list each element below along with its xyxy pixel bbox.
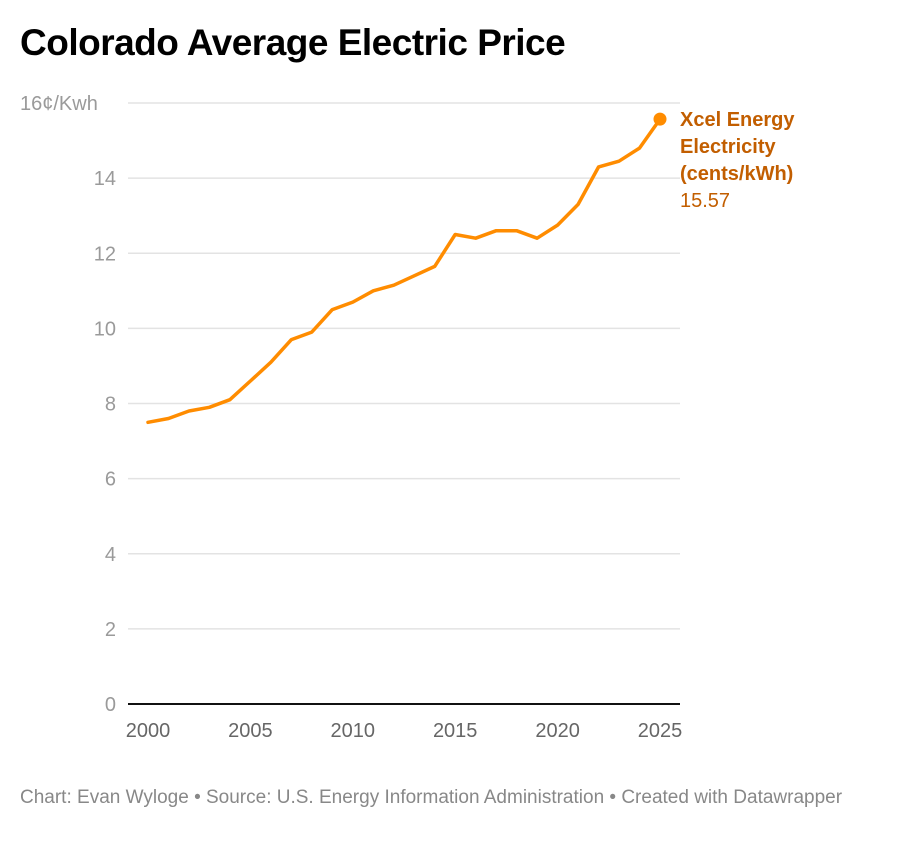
y-tick-label: 12 (94, 243, 116, 265)
y-tick-label-bg (18, 91, 126, 115)
y-tick-label: 0 (105, 694, 116, 716)
series-name-line-1: Xcel Energy (680, 109, 795, 131)
series-name-line-2: Electricity (680, 136, 776, 158)
x-tick-label: 2005 (228, 720, 273, 742)
y-tick-label: 6 (105, 469, 116, 491)
series-end-value: 15.57 (680, 190, 731, 212)
y-tick-label: 8 (105, 394, 116, 416)
y-tick-label: 4 (105, 544, 116, 566)
x-tick-label: 2020 (535, 720, 580, 742)
y-axis-ticks: 0 2 4 6 8 10 12 14 16¢/Kwh (18, 91, 126, 716)
chart-footer-credits: Chart: Evan Wyloge • Source: U.S. Energy… (20, 787, 843, 808)
y-tick-label: 16¢/Kwh (20, 93, 98, 115)
series-line-xcel (146, 117, 662, 425)
x-tick-label: 2015 (433, 720, 478, 742)
chart-title: Colorado Average Electric Price (20, 22, 566, 63)
x-axis-ticks: 2000 2005 2010 2015 2020 2025 (126, 720, 683, 742)
series-direct-label: Xcel Energy Electricity (cents/kWh) 15.5… (680, 107, 795, 215)
series-end-point (653, 112, 667, 126)
x-tick-label: 2010 (331, 720, 376, 742)
series-name-line-3: (cents/kWh) (680, 163, 794, 185)
y-tick-label: 14 (94, 168, 116, 190)
x-tick-label: 2000 (126, 720, 171, 742)
x-tick-label: 2025 (638, 720, 683, 742)
y-tick-label: 2 (105, 619, 116, 641)
y-tick-label: 10 (94, 318, 116, 340)
gridlines (128, 102, 680, 630)
